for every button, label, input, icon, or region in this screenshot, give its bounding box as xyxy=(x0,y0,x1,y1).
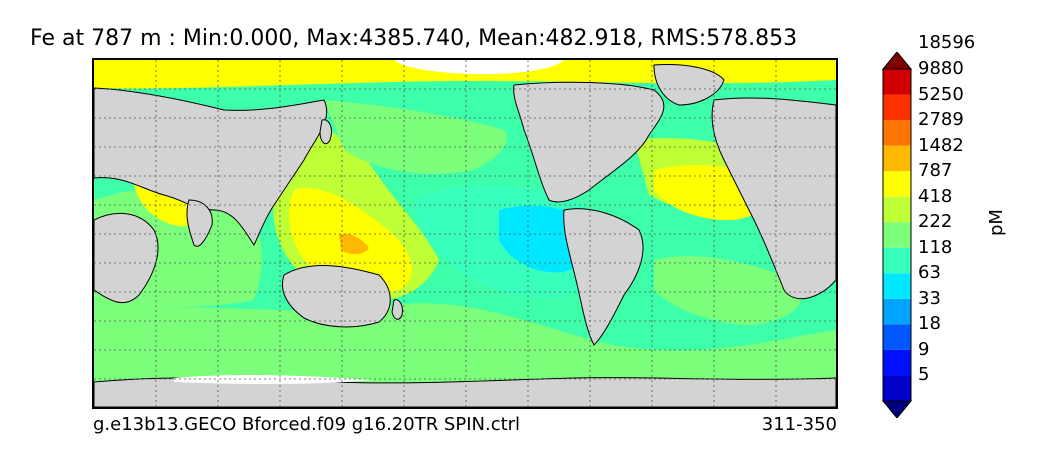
africa-landmass xyxy=(94,212,159,304)
case-name-label: g.e13b13.GECO Bforced.f09 g16.20TR SPIN.… xyxy=(93,414,521,435)
colorbar-tick-label: 2789 xyxy=(918,109,964,131)
arctic-ice xyxy=(394,60,564,75)
north-pacific-field xyxy=(324,100,507,174)
colorbar-tick-label: 1482 xyxy=(918,134,964,156)
colorbar-segment xyxy=(883,298,911,325)
colorbar-over-extension xyxy=(881,52,913,70)
colorbar-tick-label: 33 xyxy=(918,287,941,309)
colorbar-tick-label: 5 xyxy=(918,364,930,386)
years-label: 311-350 xyxy=(761,414,837,435)
eurasia-landmass xyxy=(94,87,328,246)
colorbar-tick-label: 18596 xyxy=(918,32,976,54)
india-landmass xyxy=(186,199,213,247)
colorbar-segment xyxy=(883,94,911,121)
colorbar-tick-label: 787 xyxy=(918,160,953,182)
colorbar xyxy=(881,52,913,418)
colorbar-segment xyxy=(883,69,911,95)
colorbar-tick-label: 9 xyxy=(918,338,930,360)
colorbar-segment xyxy=(883,247,911,274)
world-map xyxy=(94,60,836,407)
south-america-landmass xyxy=(563,208,644,346)
greenland-landmass xyxy=(653,64,725,106)
colorbar-tick-label: 418 xyxy=(918,185,953,207)
colorbar-tick-label: 63 xyxy=(918,262,941,284)
japan-landmass xyxy=(319,119,332,145)
map-panel xyxy=(92,58,838,409)
colorbar-tick-label: 9880 xyxy=(918,58,964,79)
lat-lon-grid xyxy=(94,60,836,407)
north-america-landmass xyxy=(513,81,665,203)
colorbar-tick-label: 118 xyxy=(918,236,953,258)
colorbar-segment xyxy=(883,145,911,172)
colorbar-tick-label: 18 xyxy=(918,313,941,335)
new-zealand-landmass xyxy=(391,299,403,320)
colorbar-segment xyxy=(883,324,911,350)
antarctic-ice xyxy=(174,374,374,385)
colorbar-unit-label: pM xyxy=(986,209,1007,236)
colorbar-segment xyxy=(883,273,911,299)
south-atlantic-field xyxy=(654,256,802,325)
colorbar-segment xyxy=(883,375,911,401)
australia-landmass xyxy=(281,265,391,328)
colorbar-segment xyxy=(883,196,911,223)
plot-title: Fe at 787 m : Min:0.000, Max:4385.740, M… xyxy=(30,26,798,51)
colorbar-segment xyxy=(883,222,911,248)
colorbar-segment xyxy=(883,171,911,197)
colorbar-outline xyxy=(882,68,912,402)
fe-maximum-patch xyxy=(339,233,369,255)
arctic-yellow xyxy=(94,60,836,89)
colorbar-segment xyxy=(883,349,911,376)
colorbar-tick-label: 5250 xyxy=(918,83,964,105)
colorbar-tick-label: 222 xyxy=(918,211,953,233)
colorbar-segment xyxy=(883,120,911,146)
colorbar-under-extension xyxy=(881,400,913,418)
europe-africa-east-landmass xyxy=(711,97,836,300)
